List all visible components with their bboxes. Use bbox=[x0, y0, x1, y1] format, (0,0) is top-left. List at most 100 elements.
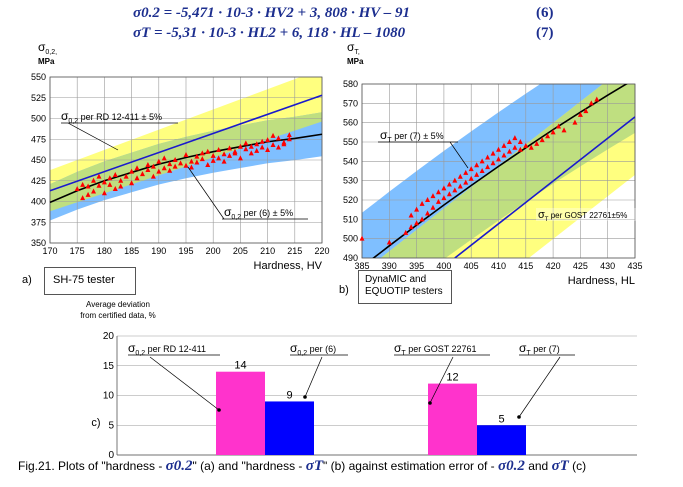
annotation-fit: σ0,2 per (6) ± 5% bbox=[224, 205, 293, 221]
callout-leader bbox=[304, 356, 323, 398]
annotation-fit-leader bbox=[187, 166, 225, 220]
y-tick-label-a: 375 bbox=[31, 217, 46, 227]
x-tick-label-a: 210 bbox=[260, 246, 275, 256]
data-point-b bbox=[501, 152, 507, 158]
bar-1 bbox=[216, 371, 265, 455]
data-point bbox=[178, 160, 184, 166]
panel-b-label: b) bbox=[339, 284, 349, 296]
x-tick-label-b: 410 bbox=[491, 261, 506, 271]
data-point-b bbox=[435, 198, 441, 204]
data-point bbox=[210, 157, 216, 163]
data-point bbox=[259, 138, 265, 144]
callout-label-3: σT per GOST 22761 bbox=[394, 341, 477, 357]
data-point-b bbox=[496, 156, 501, 162]
y-tick-label-b: 560 bbox=[343, 118, 358, 128]
data-point-b bbox=[485, 154, 491, 160]
annotation-fit7: σT per (7) ± 5% bbox=[380, 128, 444, 144]
data-point-b bbox=[506, 139, 512, 144]
x-tick-label-b: 415 bbox=[518, 261, 533, 271]
y-axis-unit-b: MPa bbox=[347, 57, 364, 66]
data-point-b bbox=[479, 168, 485, 173]
x-tick-label-b: 390 bbox=[382, 261, 397, 271]
data-point-b bbox=[512, 144, 518, 150]
data-point bbox=[205, 148, 211, 154]
data-point-b bbox=[441, 195, 447, 201]
data-point bbox=[275, 135, 281, 141]
y-tick-label-b: 580 bbox=[343, 79, 358, 89]
data-point bbox=[265, 137, 271, 143]
data-point bbox=[101, 179, 107, 185]
data-point bbox=[139, 171, 145, 177]
data-point bbox=[161, 165, 167, 171]
data-point bbox=[91, 188, 97, 194]
data-point bbox=[134, 165, 140, 171]
y-axis-label-c-1: Average deviation bbox=[86, 300, 150, 309]
annotation-gost-bg bbox=[536, 208, 636, 221]
data-point bbox=[248, 150, 254, 156]
data-point-b bbox=[501, 142, 507, 148]
data-point-b bbox=[463, 169, 469, 175]
x-tick-label-a: 200 bbox=[206, 246, 221, 256]
y-tick-label-c: 5 bbox=[108, 420, 114, 431]
callout-label-2: σ0,2 per (6) bbox=[290, 341, 336, 357]
tester-b-label-2: EQUOTIP testers bbox=[365, 286, 443, 297]
data-point-b bbox=[474, 171, 480, 177]
data-point bbox=[254, 141, 260, 147]
data-point-b bbox=[425, 197, 431, 202]
data-point-b bbox=[359, 235, 365, 241]
y-tick-label-a: 525 bbox=[31, 93, 46, 103]
data-point bbox=[216, 155, 222, 161]
caption-part-5: (c) bbox=[568, 459, 587, 473]
data-point bbox=[150, 173, 156, 179]
x-tick-label-a: 205 bbox=[233, 246, 248, 256]
data-point-b bbox=[512, 135, 518, 141]
caption-part-2: " (a) and "hardness - bbox=[192, 459, 306, 473]
data-point-b bbox=[474, 162, 480, 168]
data-point bbox=[237, 155, 243, 161]
y-tick-label-c: 0 bbox=[108, 450, 114, 461]
data-point-b bbox=[550, 129, 556, 135]
callout-arrowhead bbox=[517, 415, 521, 419]
y-tick-label-c: 15 bbox=[103, 361, 115, 372]
y-tick-label-c: 10 bbox=[103, 391, 115, 402]
data-point-b bbox=[556, 123, 562, 129]
y-tick-label-a: 450 bbox=[31, 155, 46, 165]
bar-3 bbox=[428, 383, 477, 455]
fit-line bbox=[49, 133, 323, 204]
data-point bbox=[270, 132, 276, 138]
data-point-b bbox=[523, 142, 529, 148]
data-point bbox=[221, 151, 227, 157]
data-point bbox=[237, 143, 243, 149]
data-point-b bbox=[496, 146, 501, 152]
caption-part-4: and bbox=[524, 459, 552, 473]
data-point-b bbox=[517, 146, 523, 152]
caption-part-3: " (b) against estimation error of - bbox=[323, 459, 499, 473]
data-point bbox=[199, 156, 205, 162]
x-axis-label-a: Hardness, HV bbox=[254, 260, 323, 272]
chart-b-lines bbox=[372, 84, 635, 258]
x-tick-label-a: 195 bbox=[178, 246, 193, 256]
data-point-b bbox=[583, 108, 589, 114]
bar-value-label: 14 bbox=[234, 360, 246, 372]
x-axis-label-b: Hardness, HL bbox=[568, 275, 635, 287]
data-point bbox=[80, 181, 86, 187]
y-axis-unit-a: MPa bbox=[38, 57, 55, 66]
x-tick-label-a: 220 bbox=[314, 246, 329, 256]
data-point bbox=[275, 144, 281, 150]
y-tick-label-b: 540 bbox=[343, 156, 358, 166]
chart-a-frame bbox=[49, 76, 323, 244]
data-point bbox=[112, 186, 118, 192]
y-tick-label-c: 20 bbox=[103, 331, 115, 342]
data-point-b bbox=[490, 160, 496, 166]
data-point bbox=[210, 152, 216, 158]
data-point bbox=[183, 152, 189, 158]
data-point-b bbox=[452, 177, 458, 183]
caption-sym-3: σ0.2 bbox=[498, 458, 525, 474]
y-tick-label-b: 510 bbox=[343, 214, 358, 224]
bar-value-label: 5 bbox=[498, 413, 504, 425]
equation-7: σT = -5,31 · 10-3 · HL2 + 6, 118 · HL – … bbox=[133, 25, 406, 41]
y-tick-label-b: 490 bbox=[343, 253, 358, 263]
data-point-b bbox=[419, 216, 425, 222]
data-point bbox=[221, 158, 227, 164]
callout-arrowhead bbox=[217, 408, 221, 412]
